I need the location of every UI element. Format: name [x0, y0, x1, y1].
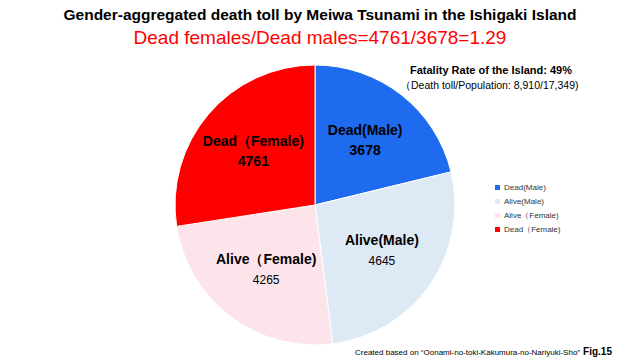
chart: Gender-aggregated death toll by Meiwa Ts… — [0, 0, 640, 360]
annotation: Fatality Rate of the Island: 49% — [410, 64, 572, 76]
annotation: Created based on “Oonami-no-toki-Kakumur… — [355, 348, 580, 357]
legend-label: Dead（Female) — [504, 225, 561, 234]
slice-label: Dead(Male) — [328, 122, 403, 138]
legend-swatch — [495, 185, 500, 190]
slice — [175, 65, 315, 226]
pie — [175, 65, 455, 345]
subtitle: Dead females/Dead males=4761/3678=1.29 — [134, 27, 507, 48]
slice-label: Alive（Female) — [216, 251, 316, 267]
legend-label: Alive(Male) — [504, 197, 544, 206]
slice — [177, 205, 333, 345]
legend-swatch — [495, 213, 500, 218]
slice — [315, 172, 455, 344]
legend-label: Alive（Female) — [504, 211, 559, 220]
title: Gender-aggregated death toll by Meiwa Ts… — [63, 6, 576, 23]
data-label: 4645 — [369, 254, 396, 268]
annotation: Fig.15 — [583, 346, 612, 357]
legend-swatch — [495, 227, 500, 232]
data-label: 4265 — [253, 273, 280, 287]
data-label: 3678 — [350, 142, 381, 158]
legend-label: Dead(Male) — [504, 183, 546, 192]
legend: Dead(Male) Alive(Male) Alive（Female) Dead（F… — [495, 183, 561, 234]
data-label: 4761 — [238, 153, 269, 169]
slice-label: Dead（Female) — [203, 133, 304, 149]
legend-swatch — [495, 199, 500, 204]
annotation: （Death toll/Population: 8,910/17,349) — [400, 79, 579, 91]
data-labels: Dead(Male) 3678 Alive(Male) 4645 Alive（Femal… — [203, 122, 419, 287]
slice-label: Alive(Male) — [345, 232, 419, 248]
